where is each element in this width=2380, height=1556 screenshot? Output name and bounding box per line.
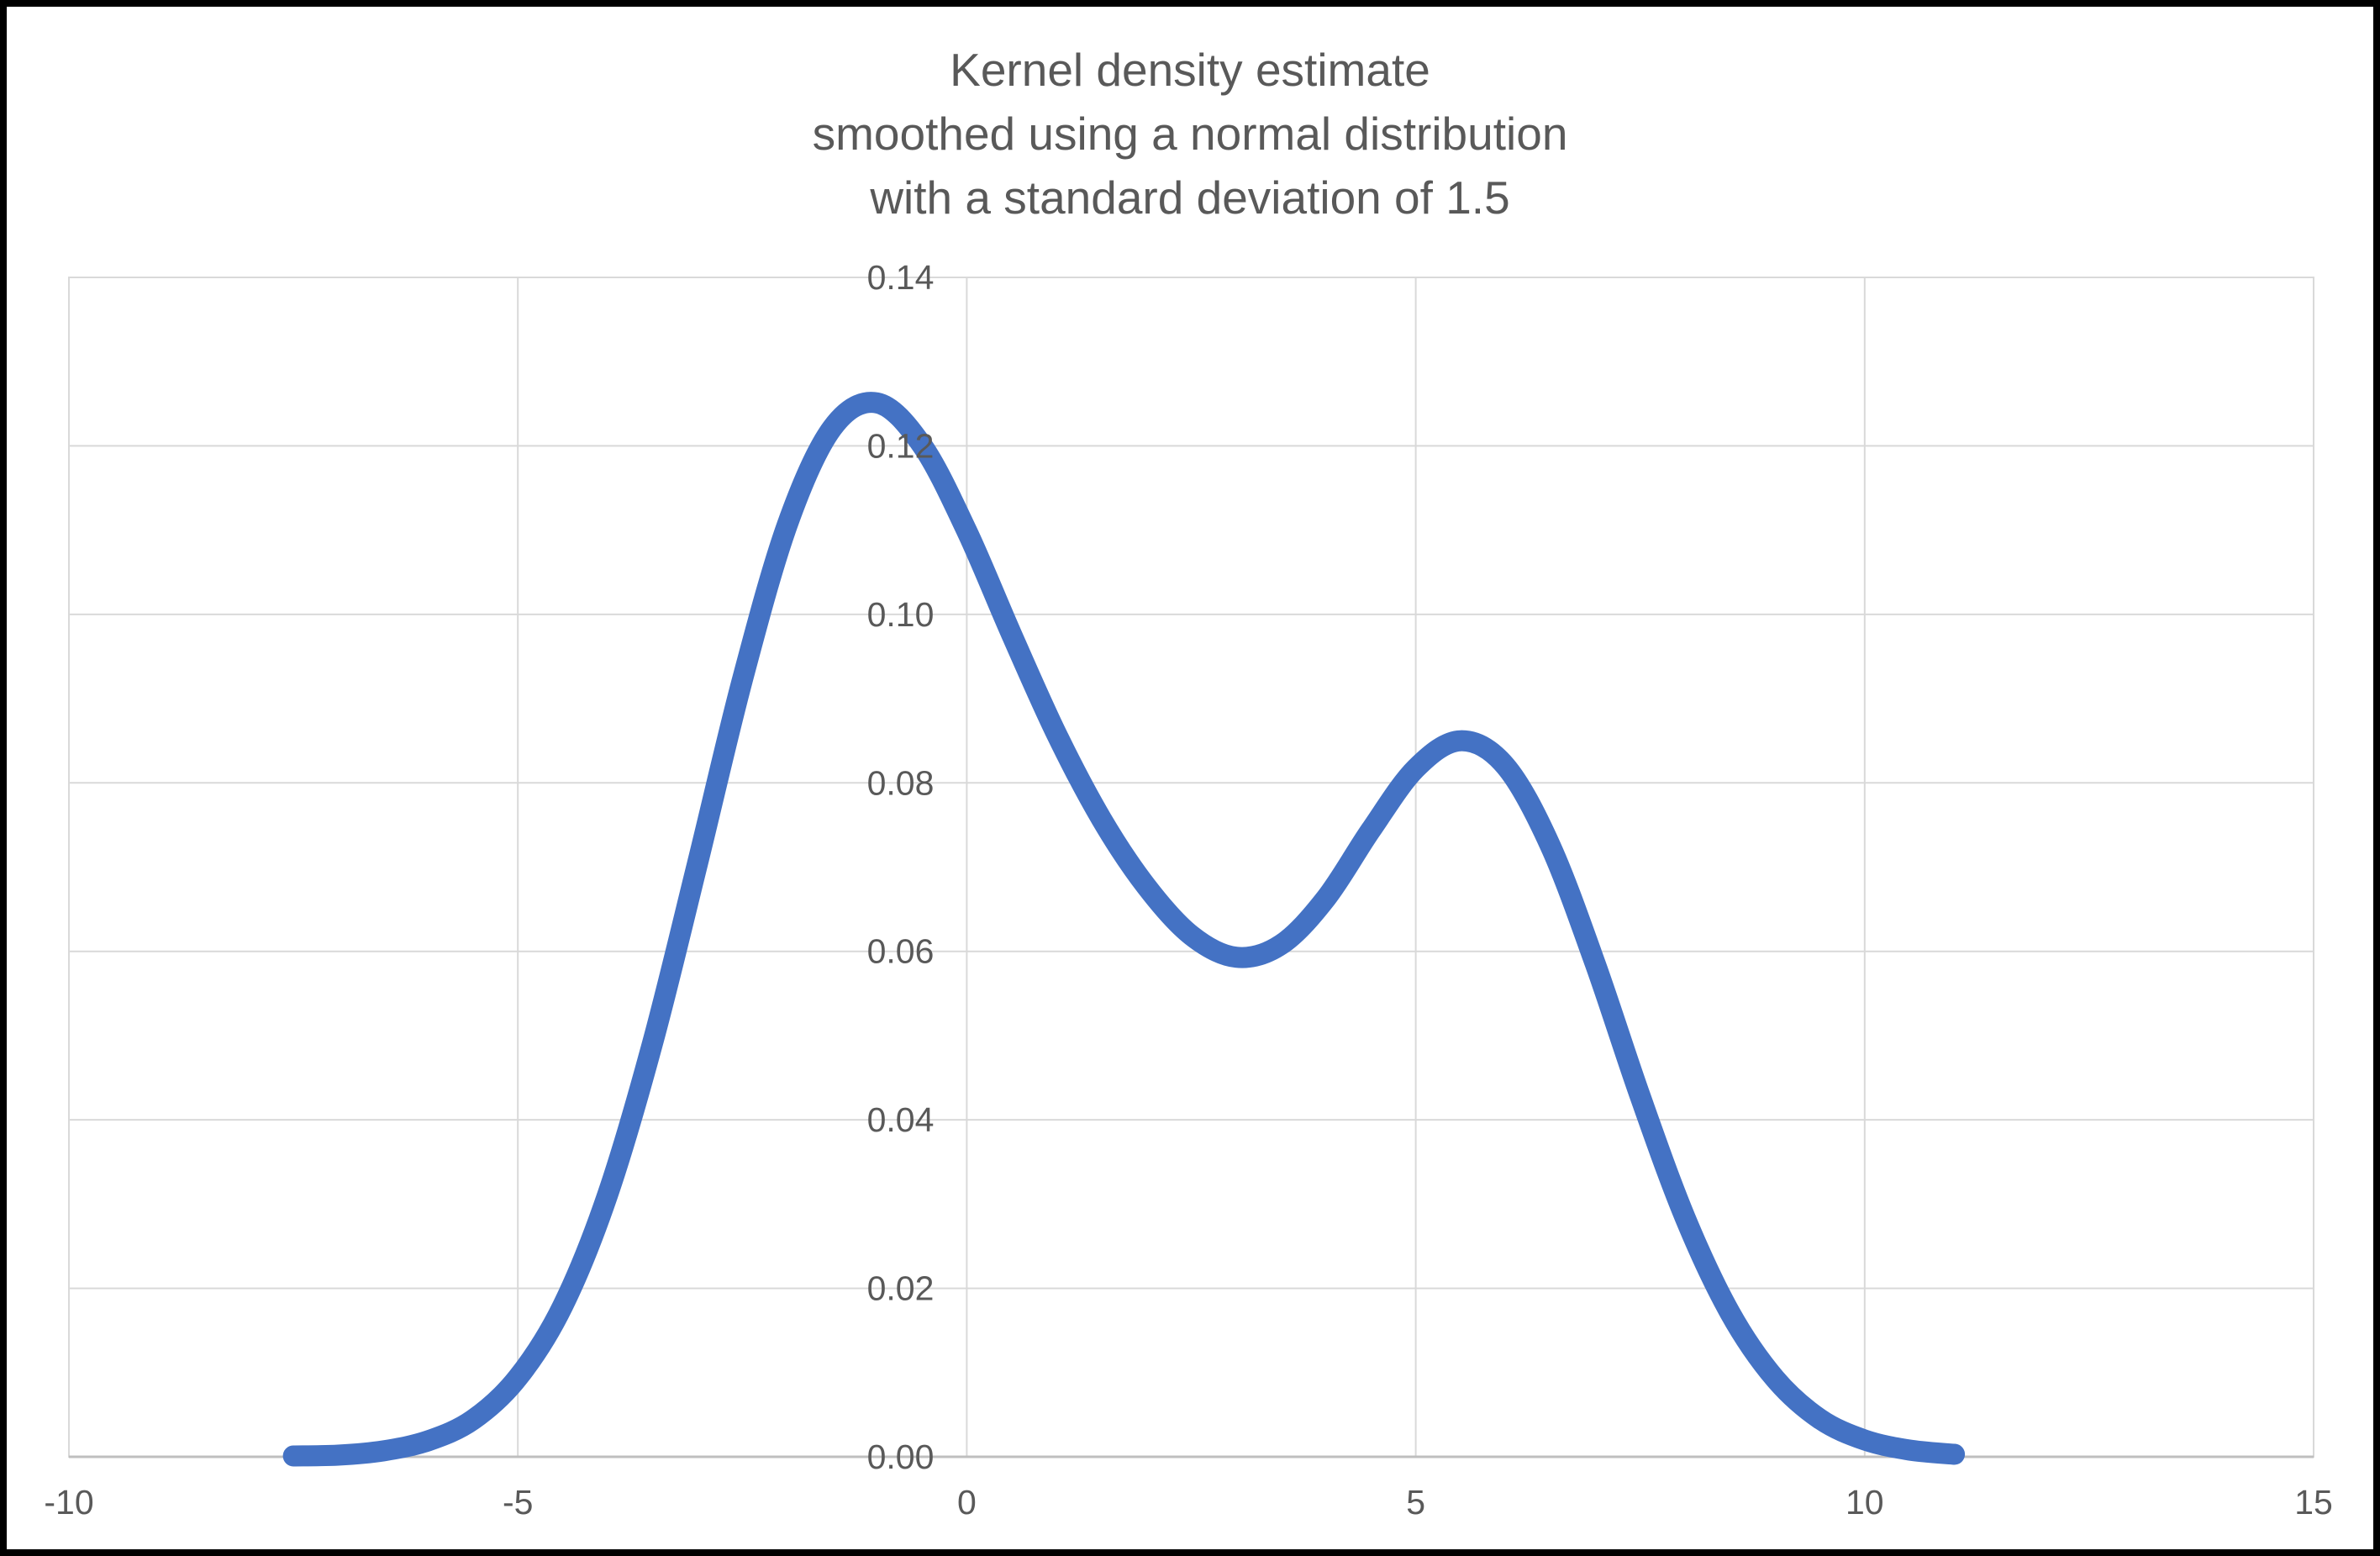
x-tick-label: 10 <box>1846 1483 1884 1522</box>
y-tick-label: 0.06 <box>867 932 935 971</box>
x-tick-label: -10 <box>44 1483 93 1522</box>
x-tick-label: -5 <box>503 1483 533 1522</box>
x-tick-label: 15 <box>2294 1483 2333 1522</box>
x-tick-label: 0 <box>957 1483 977 1522</box>
plot-border <box>68 277 2314 1458</box>
x-tick-label: 5 <box>1406 1483 1425 1522</box>
y-tick-label: 0.04 <box>867 1100 935 1139</box>
y-tick-label: 0.02 <box>867 1269 935 1308</box>
chart-title-line-3: with a standard deviation of 1.5 <box>870 171 1510 224</box>
y-tick-label: 0.00 <box>867 1437 935 1476</box>
chart-title-line-2: smoothed using a normal distribution <box>812 108 1568 160</box>
kde-curve <box>282 392 1966 1467</box>
y-tick-label: 0.14 <box>867 258 935 297</box>
chart-title: Kernel density estimate smoothed using a… <box>0 38 2380 229</box>
chart-title-line-1: Kernel density estimate <box>950 44 1430 96</box>
y-tick-label: 0.12 <box>867 426 935 465</box>
y-tick-label: 0.08 <box>867 763 935 802</box>
y-tick-label: 0.10 <box>867 595 935 634</box>
